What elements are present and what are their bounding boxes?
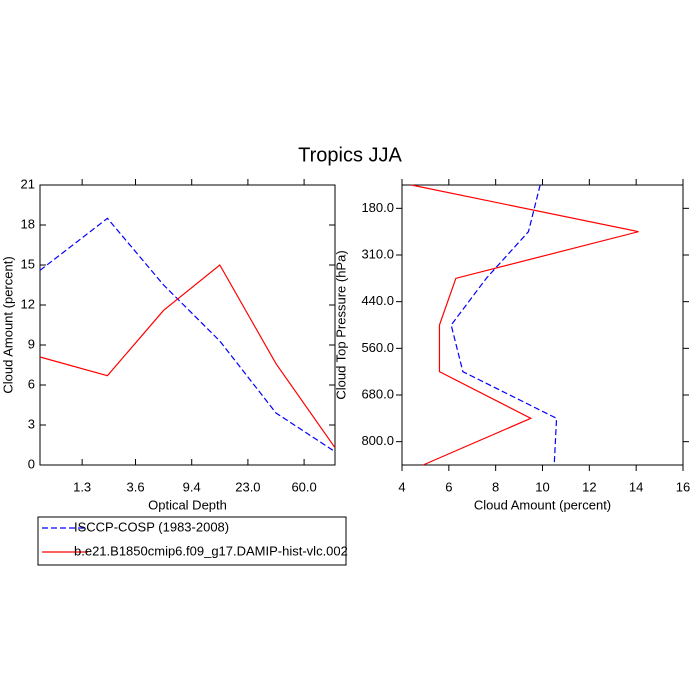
- y-tick-label: 800.0: [361, 433, 394, 448]
- x-tick-label: 60.0: [291, 479, 316, 494]
- x-axis-label: Optical Depth: [148, 497, 227, 512]
- y-axis-label: Cloud Amount (percent): [0, 256, 15, 393]
- y-tick-label: 680.0: [361, 386, 394, 401]
- series-line: [39, 217, 336, 453]
- plot-frame: [401, 184, 684, 466]
- y-tick-label: 3: [28, 416, 35, 431]
- y-tick-label: 15: [21, 256, 35, 271]
- series-line: [411, 184, 639, 466]
- y-tick-label: 0: [28, 456, 35, 471]
- y-tick-label: 9: [28, 336, 35, 351]
- y-tick-label: 440.0: [361, 293, 394, 308]
- x-tick-label: 8: [492, 479, 499, 494]
- x-tick-label: 14: [629, 479, 643, 494]
- x-tick-label: 1.3: [73, 479, 91, 494]
- x-tick-label: 12: [582, 479, 596, 494]
- y-tick-label: 21: [21, 176, 35, 191]
- y-tick-label: 12: [21, 296, 35, 311]
- legend-label: b.e21.B1850cmip6.f09_g17.DAMIP-hist-vlc.…: [74, 543, 348, 558]
- series-line: [39, 264, 336, 449]
- x-tick-label: 6: [445, 479, 452, 494]
- y-tick-label: 180.0: [361, 200, 394, 215]
- y-tick-label: 18: [21, 216, 35, 231]
- x-tick-label: 4: [398, 479, 405, 494]
- y-axis-label: Cloud Top Pressure (hPa): [333, 250, 348, 399]
- x-tick-label: 3.6: [126, 479, 144, 494]
- y-tick-label: 560.0: [361, 340, 394, 355]
- legend-label: ISCCP-COSP (1983-2008): [74, 519, 229, 534]
- x-tick-label: 10: [535, 479, 549, 494]
- series-line: [450, 184, 558, 466]
- y-tick-label: 6: [28, 376, 35, 391]
- x-tick-label: 9.4: [183, 479, 201, 494]
- plot-frame: [39, 184, 336, 466]
- x-tick-label: 23.0: [235, 479, 260, 494]
- x-axis-label: Cloud Amount (percent): [474, 497, 611, 512]
- chart-title: Tropics JJA: [298, 144, 402, 166]
- legend-box: [37, 516, 347, 566]
- x-tick-label: 16: [676, 479, 690, 494]
- y-tick-label: 310.0: [361, 246, 394, 261]
